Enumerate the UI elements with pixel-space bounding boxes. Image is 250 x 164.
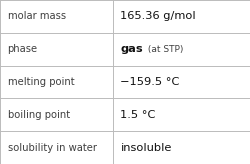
Text: 1.5 °C: 1.5 °C — [120, 110, 156, 120]
Text: gas: gas — [120, 44, 143, 54]
Text: melting point: melting point — [8, 77, 74, 87]
Text: (at STP): (at STP) — [145, 45, 184, 54]
Text: −159.5 °C: −159.5 °C — [120, 77, 180, 87]
Text: 165.36 g/mol: 165.36 g/mol — [120, 11, 196, 21]
Text: boiling point: boiling point — [8, 110, 70, 120]
Text: insoluble: insoluble — [120, 143, 172, 153]
Text: solubility in water: solubility in water — [8, 143, 96, 153]
Text: molar mass: molar mass — [8, 11, 66, 21]
Text: phase: phase — [8, 44, 38, 54]
